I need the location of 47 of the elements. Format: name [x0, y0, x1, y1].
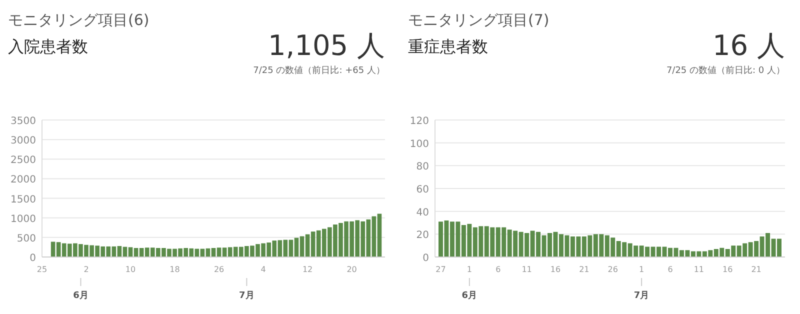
- chart-subtitle: 入院患者数: [8, 37, 88, 56]
- y-tick-label: 80: [416, 162, 429, 173]
- x-tick-label: 26: [214, 265, 224, 274]
- y-tick-label: 100: [410, 138, 429, 150]
- x-tick-label: 21: [751, 265, 762, 274]
- x-tick-label: 25: [36, 265, 48, 274]
- y-tick-label: 120: [410, 116, 429, 127]
- chart-title: モニタリング項目(6): [8, 11, 150, 29]
- y-tick-label: 0: [30, 253, 36, 264]
- x-tick-label: 2: [84, 265, 89, 274]
- y-tick-label: 20: [416, 230, 429, 242]
- x-tick-label: 10: [125, 265, 136, 274]
- y-tick-label: 2000: [10, 174, 36, 186]
- y-tick-label: 40: [416, 207, 429, 218]
- chart-subtitle: 重症患者数: [408, 37, 488, 56]
- x-tick-label: 1: [466, 265, 472, 274]
- y-tick-label: 2500: [10, 155, 36, 166]
- annotation: 6月: [73, 290, 88, 301]
- annotation: 7月: [239, 290, 254, 301]
- chart-title: モニタリング項目(7): [408, 11, 550, 29]
- x-tick-label: 1: [639, 265, 644, 274]
- x-tick-label: 16: [550, 265, 561, 274]
- y-tick-label: 1000: [10, 214, 36, 225]
- y-tick-label: 500: [16, 233, 36, 244]
- x-tick-label: 11: [694, 265, 704, 274]
- x-tick-label: 4: [260, 265, 266, 274]
- x-tick-label: 20: [346, 265, 357, 274]
- text: 1,105 人: [268, 29, 385, 62]
- x-tick-label: 26: [608, 265, 618, 274]
- y-tick-label: 3000: [10, 136, 36, 147]
- x-tick-label: 18: [170, 265, 180, 274]
- annotation: 7月: [634, 290, 650, 301]
- y-tick-label: 0: [422, 253, 429, 264]
- annotation: 6月: [462, 290, 478, 301]
- text: 7/25 の数値（前日比: 0 人）: [666, 65, 785, 76]
- x-tick-label: 11: [522, 265, 532, 274]
- y-tick-label: 3500: [10, 116, 36, 127]
- text: 7/25 の数値（前日比: +65 人）: [253, 65, 385, 76]
- x-tick-label: 21: [579, 265, 590, 274]
- x-tick-label: 27: [436, 265, 446, 274]
- x-tick-label: 6: [496, 265, 501, 274]
- y-tick-label: 60: [416, 184, 429, 196]
- x-tick-label: 12: [302, 265, 313, 274]
- x-tick-label: 16: [722, 265, 733, 274]
- y-tick-label: 1500: [10, 194, 36, 206]
- text: 16 人: [712, 29, 785, 62]
- x-tick-label: 6: [668, 265, 673, 274]
